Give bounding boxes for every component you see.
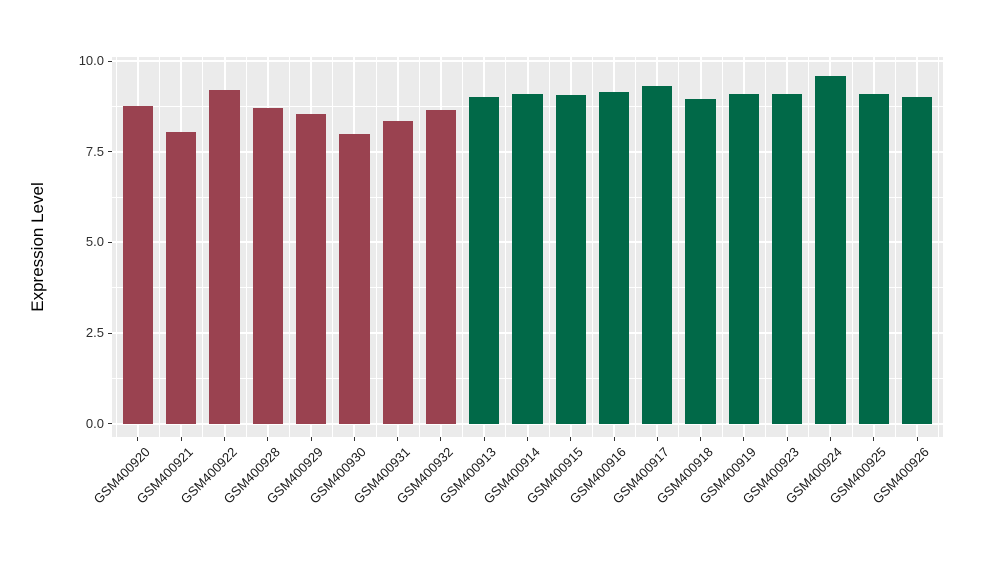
minor-gridline-v — [159, 57, 161, 437]
x-tick-mark — [180, 437, 182, 441]
bar-GSM400913 — [469, 97, 500, 424]
minor-gridline-v — [505, 57, 507, 437]
bar-GSM400920 — [122, 106, 154, 424]
x-tick-mark — [613, 437, 615, 441]
minor-gridline-v — [635, 57, 637, 437]
y-tick-label: 10.0 — [78, 53, 104, 68]
bar-GSM400919 — [728, 93, 760, 424]
minor-gridline-v — [765, 57, 767, 437]
minor-gridline-v — [548, 57, 550, 437]
minor-gridline-v — [288, 57, 290, 437]
x-tick-mark — [483, 437, 485, 441]
minor-gridline-v — [678, 57, 680, 437]
y-tick-label: 7.5 — [85, 143, 104, 159]
minor-gridline-v — [115, 57, 117, 437]
y-tick-label: 2.5 — [85, 325, 104, 341]
minor-gridline-v — [808, 57, 810, 437]
chart-panel — [112, 57, 943, 437]
x-tick-mark — [873, 437, 875, 441]
bar-GSM400932 — [425, 109, 457, 424]
x-tick-mark — [700, 437, 702, 441]
x-tick-mark — [137, 437, 139, 441]
bar-GSM400931 — [382, 120, 413, 424]
y-tick-mark — [108, 332, 112, 334]
y-axis-title: Expression Level — [28, 182, 47, 312]
minor-gridline-v — [462, 57, 464, 437]
x-tick-mark — [829, 437, 831, 441]
y-tick-mark — [108, 60, 112, 62]
bar-GSM400918 — [685, 99, 716, 424]
minor-gridline-v — [851, 57, 853, 437]
x-tick-mark — [743, 437, 745, 441]
bar-GSM400926 — [901, 97, 933, 424]
x-tick-mark — [353, 437, 355, 441]
bar-GSM400914 — [512, 93, 543, 424]
minor-gridline-v — [418, 57, 420, 437]
x-tick-mark — [656, 437, 658, 441]
minor-gridline-v — [591, 57, 593, 437]
minor-gridline-v — [202, 57, 204, 437]
bar-GSM400930 — [339, 133, 370, 424]
bar-GSM400928 — [252, 108, 283, 424]
x-tick-mark — [397, 437, 399, 441]
x-tick-mark — [310, 437, 312, 441]
y-tick-mark — [108, 241, 112, 243]
x-tick-mark — [916, 437, 918, 441]
bar-GSM400923 — [772, 93, 803, 424]
x-tick-mark — [224, 437, 226, 441]
minor-gridline-v — [332, 57, 334, 437]
x-tick-mark — [440, 437, 442, 441]
x-tick-mark — [570, 437, 572, 441]
x-tick-mark — [267, 437, 269, 441]
x-tick-mark — [527, 437, 528, 441]
y-tick-label: 0.0 — [85, 415, 104, 431]
bar-GSM400925 — [858, 93, 889, 424]
bar-GSM400924 — [815, 75, 846, 424]
bar-GSM400921 — [166, 131, 197, 424]
y-tick-mark — [108, 423, 112, 425]
bar-GSM400929 — [295, 113, 327, 424]
y-tick-label: 5.0 — [85, 234, 104, 250]
bar-GSM400917 — [642, 86, 673, 424]
minor-gridline-v — [938, 57, 940, 437]
minor-gridline-v — [245, 57, 247, 437]
x-tick-mark — [786, 437, 788, 441]
y-tick-mark — [108, 151, 112, 153]
minor-gridline-v — [375, 57, 377, 437]
bar-GSM400915 — [555, 95, 586, 424]
bar-GSM400922 — [209, 90, 240, 424]
minor-gridline-v — [721, 57, 723, 437]
bar-GSM400916 — [598, 91, 630, 424]
minor-gridline-v — [894, 57, 896, 437]
